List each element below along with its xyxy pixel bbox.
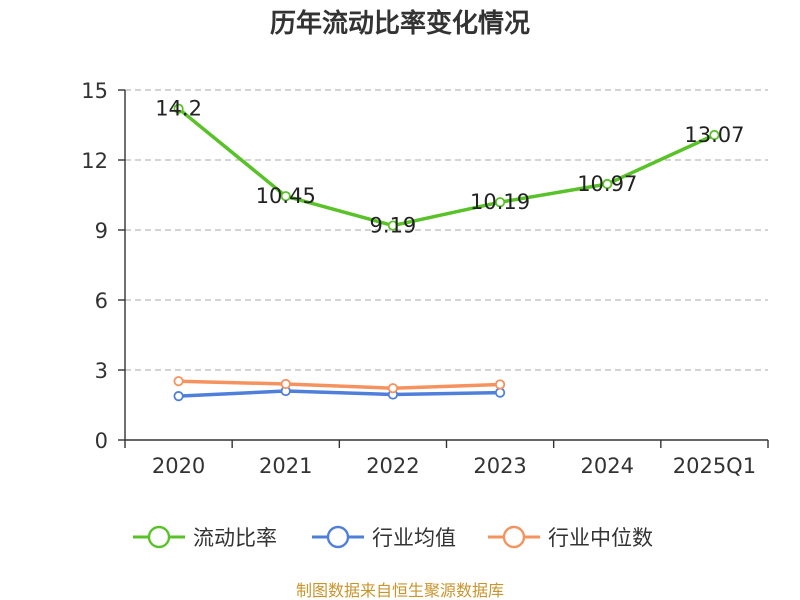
x-tick-label: 2025Q1 xyxy=(673,454,756,478)
y-tick-label: 15 xyxy=(81,79,108,103)
data-point[interactable] xyxy=(280,378,291,390)
x-tick-label: 2022 xyxy=(366,454,419,478)
data-point[interactable] xyxy=(494,387,506,398)
data-point[interactable] xyxy=(494,197,506,208)
legend-item[interactable]: 行业中位数 xyxy=(488,525,653,550)
data-point[interactable] xyxy=(280,191,291,202)
grid-lines xyxy=(125,89,768,371)
y-tick-label: 12 xyxy=(81,149,108,173)
series-line xyxy=(176,106,717,228)
legend[interactable]: 流动比率 行业均值 行业中位数 xyxy=(133,525,653,550)
x-tick-label: 2021 xyxy=(259,454,312,478)
y-tick-label: 3 xyxy=(95,359,108,383)
data-point[interactable] xyxy=(602,178,613,190)
series-1 xyxy=(173,103,720,231)
x-tick-label: 2020 xyxy=(152,454,205,478)
data-point[interactable] xyxy=(173,376,184,387)
data-label: 10.19 xyxy=(470,190,530,214)
series-2 xyxy=(173,385,506,402)
y-tick-label: 9 xyxy=(95,219,108,243)
legend-marker xyxy=(326,525,350,549)
data-label: 9.19 xyxy=(370,214,417,238)
source-note: 制图数据来自恒生聚源数据库 xyxy=(296,581,504,600)
data-point[interactable] xyxy=(387,383,399,394)
data-point[interactable] xyxy=(494,379,506,390)
axes: 0 3 6 9 12 15 2020 2021 2022 2023 2024 2025Q1 xyxy=(81,79,769,478)
legend-item[interactable]: 流动比率 xyxy=(133,525,277,550)
legend-marker xyxy=(502,525,526,549)
series-3 xyxy=(173,376,506,394)
y-tick-label: 6 xyxy=(95,289,108,313)
data-label: 13.07 xyxy=(684,123,744,147)
x-tick-label: 2023 xyxy=(473,454,526,478)
series-line xyxy=(176,379,502,390)
data-labels: 14.2 10.45 9.19 10.19 10.97 13.07 xyxy=(155,97,744,238)
data-point[interactable] xyxy=(387,220,399,231)
legend-label: 流动比率 xyxy=(193,526,277,550)
data-point[interactable] xyxy=(173,103,184,114)
data-label: 14.2 xyxy=(155,97,202,121)
y-tick-label: 0 xyxy=(95,429,108,453)
chart-title: 历年流动比率变化情况 xyxy=(270,8,530,39)
data-point[interactable] xyxy=(709,129,720,141)
series-group xyxy=(173,103,720,402)
data-label: 10.45 xyxy=(256,184,316,208)
data-label: 10.97 xyxy=(577,172,637,196)
legend-marker xyxy=(147,525,171,549)
legend-label: 行业均值 xyxy=(372,526,456,550)
data-point[interactable] xyxy=(173,391,184,402)
legend-label: 行业中位数 xyxy=(548,526,653,550)
series-line xyxy=(176,389,502,398)
legend-item[interactable]: 行业均值 xyxy=(312,525,456,550)
x-tick-label: 2024 xyxy=(581,454,634,478)
